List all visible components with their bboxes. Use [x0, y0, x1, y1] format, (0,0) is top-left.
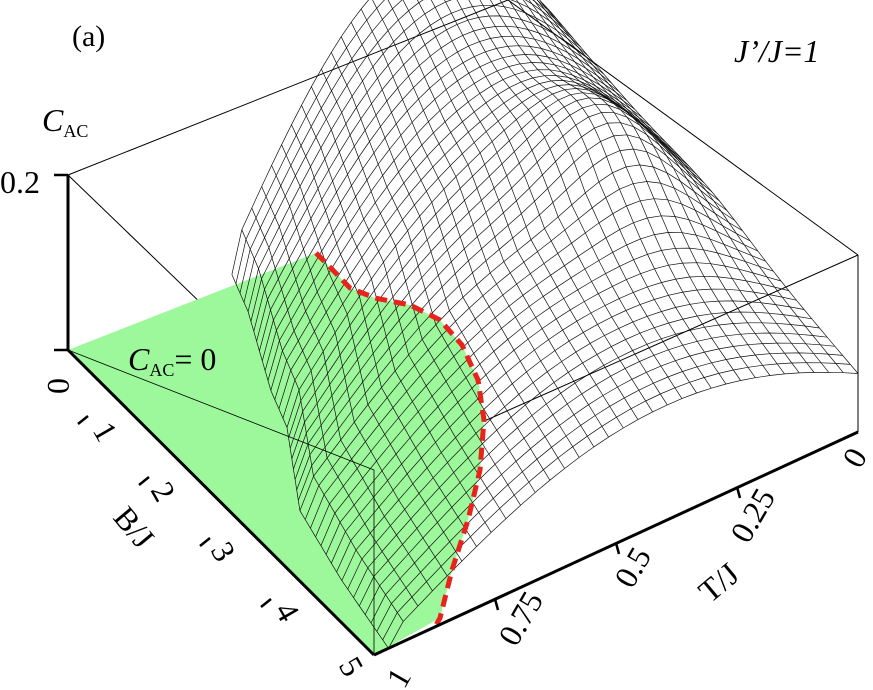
t-axis-label: T/J [691, 556, 745, 610]
t-tick-1: 1 [379, 662, 418, 690]
mesh-line-t [360, 8, 580, 458]
surface-mesh [231, 0, 859, 649]
mesh-line-t [330, 52, 536, 493]
mesh-line-t [522, 0, 785, 375]
mesh-line-t [261, 186, 433, 592]
mesh-line-t [321, 68, 521, 506]
mesh-line-t [444, 0, 668, 406]
t-tick-0-75: 0.75 [491, 585, 550, 651]
mesh-line-t [416, 0, 639, 420]
mesh-line-t [372, 0, 595, 448]
mesh-line-t [241, 229, 404, 622]
mesh-line-b [235, 0, 558, 284]
mesh-line-b [231, 0, 551, 275]
region-label: CAC= 0 [128, 341, 216, 380]
t-tick-0-5: 0.5 [607, 541, 658, 594]
panel-label: (a) [72, 20, 105, 53]
z-tick-0-2: 0.2 [0, 164, 40, 200]
mesh-line-t [301, 105, 492, 533]
b-tick-4: 4 [268, 596, 307, 628]
mesh-line-t [387, 0, 609, 438]
mesh-line-t [539, 0, 844, 373]
z-axis-label: CAC [42, 102, 88, 141]
t-tick-0: 0 [835, 442, 873, 474]
boundary-curve [314, 251, 487, 627]
mesh-line-t [430, 0, 653, 413]
mesh-line-b [239, 0, 566, 294]
mesh-line-t [536, 0, 829, 373]
mesh-line-t [402, 0, 624, 429]
mesh-line-t [516, 0, 771, 376]
mesh-line-t [311, 86, 507, 519]
mesh-line-t [340, 36, 551, 481]
mesh-line-t [251, 207, 419, 607]
mesh-line-t [350, 22, 565, 469]
mesh-line-b [243, 0, 574, 303]
mesh-line-t [528, 0, 800, 374]
zero-region [68, 253, 484, 655]
zero-plane-edges [67, 349, 375, 655]
t-tick-0-25: 0.25 [723, 482, 782, 548]
b-axis-label: B/J [107, 499, 162, 555]
tick-marks [54, 173, 742, 611]
mesh-line-t [549, 10, 859, 374]
mesh-line-t [490, 0, 727, 385]
mesh-line-t [456, 0, 683, 399]
mesh-line-t [291, 124, 477, 547]
mesh-line-t [271, 165, 448, 577]
mesh-line-t [533, 0, 815, 373]
z-tick-0: 0 [41, 378, 77, 394]
parameter-label: J’/J=1 [734, 33, 820, 69]
mesh-line-t [499, 0, 741, 381]
b-tick-2: 2 [144, 476, 183, 508]
b-tick-5: 5 [332, 651, 371, 683]
mesh-line-t [479, 0, 712, 389]
b-tick-3: 3 [204, 536, 243, 568]
b-tick-1: 1 [86, 416, 125, 448]
mesh-line-t [468, 0, 697, 394]
mesh-line-t [281, 144, 463, 562]
mesh-line-t [508, 0, 756, 378]
mesh-line-t [231, 274, 389, 649]
